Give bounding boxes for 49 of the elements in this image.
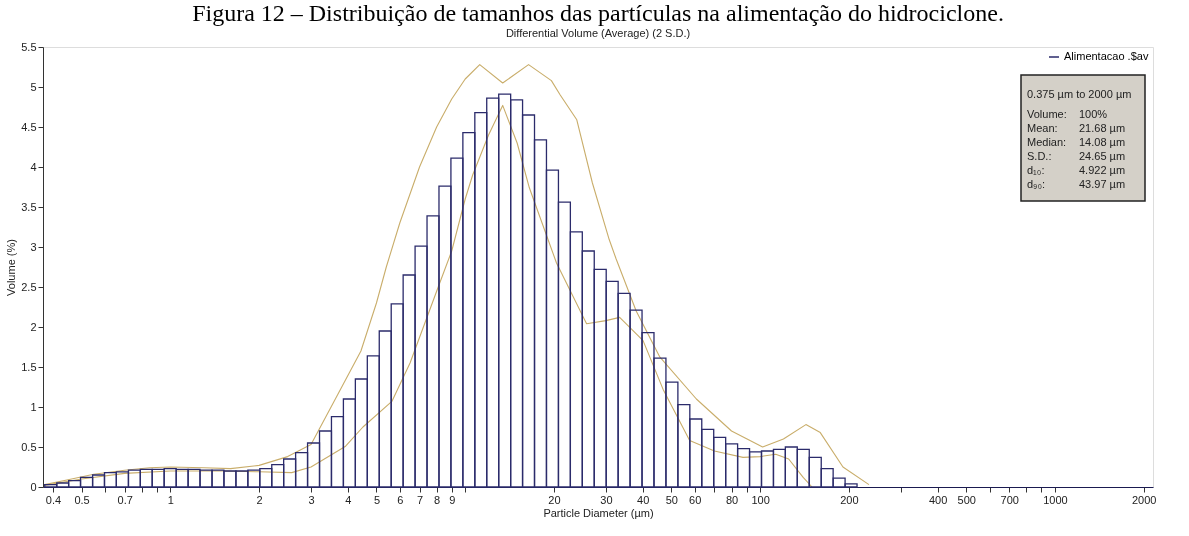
- x-tick-label: 30: [600, 493, 613, 506]
- x-tick-label: 1: [167, 493, 174, 506]
- x-tick-label: 2: [256, 493, 263, 506]
- x-tick-label: 1000: [1043, 493, 1068, 506]
- x-tick-label: 2000: [1132, 493, 1157, 506]
- text: Mean: 21.68 µm: [1027, 122, 1126, 134]
- y-tick-label: 5.5: [21, 40, 37, 53]
- x-tick-label: 3: [308, 493, 315, 506]
- text: d₁₀: 4.922 µm: [1027, 164, 1126, 176]
- chart-subtitle: Differential Volume (Average) (2 S.D.): [505, 27, 691, 39]
- x-tick-label: 80: [725, 493, 739, 506]
- x-tick-label: 5: [373, 493, 380, 506]
- chart-title: Figura 12 – Distribuição de tamanhos das partículas na alimentação do hidrociclone.: [192, 0, 1004, 26]
- y-tick-label: 0.5: [21, 440, 37, 453]
- x-tick-label: 400: [928, 493, 948, 506]
- x-tick-label: 6: [397, 493, 404, 506]
- x-tick-label: 200: [840, 493, 859, 506]
- x-tick-label: 9: [449, 493, 456, 506]
- x-tick-label: 40: [637, 493, 650, 506]
- annotation: Volume: 100%: [1027, 108, 1108, 120]
- y-tick-label: 4: [30, 160, 37, 173]
- annotation: Median: 14.08 µm: [1027, 136, 1126, 148]
- y-tick-label: 4.5: [21, 120, 37, 133]
- text: d₉₀: 43.97 µm: [1027, 178, 1126, 190]
- y-tick-label: 3.5: [21, 200, 37, 213]
- y-tick-label: 0: [30, 480, 37, 493]
- y-axis-title: Volume (%): [5, 239, 18, 296]
- x-tick-label: 4: [345, 493, 352, 506]
- x-tick-label: 700: [1000, 493, 1019, 506]
- y-tick-label: 1: [30, 400, 37, 413]
- x-tick-label: 0.7: [117, 493, 133, 506]
- x-tick-label: 100: [751, 493, 770, 506]
- x-tick-label: 0.4: [45, 493, 62, 506]
- x-tick-label: 7: [416, 493, 424, 506]
- x-tick-label: 500: [957, 493, 976, 506]
- x-tick-label: 20: [548, 493, 561, 506]
- x-tick-label: 0.5: [74, 493, 90, 506]
- y-tick-label: 1.5: [21, 360, 37, 373]
- y-tick-label: 5: [30, 80, 37, 93]
- y-tick-label: 3: [30, 240, 37, 253]
- x-tick-label: 50: [665, 493, 678, 506]
- y-tick-label: 2: [30, 320, 37, 333]
- x-axis-title: Particle Diameter (µm): [543, 506, 654, 519]
- y-tick-label: 2.5: [21, 280, 37, 293]
- x-tick-label: 60: [689, 493, 702, 506]
- x-tick-label: 8: [434, 493, 441, 506]
- text: S.D.: 24.65 µm: [1027, 150, 1126, 162]
- legend-label: Alimentacao .$av: [1064, 50, 1149, 62]
- annotation: 0.375 µm to 2000 µm: [1027, 88, 1132, 100]
